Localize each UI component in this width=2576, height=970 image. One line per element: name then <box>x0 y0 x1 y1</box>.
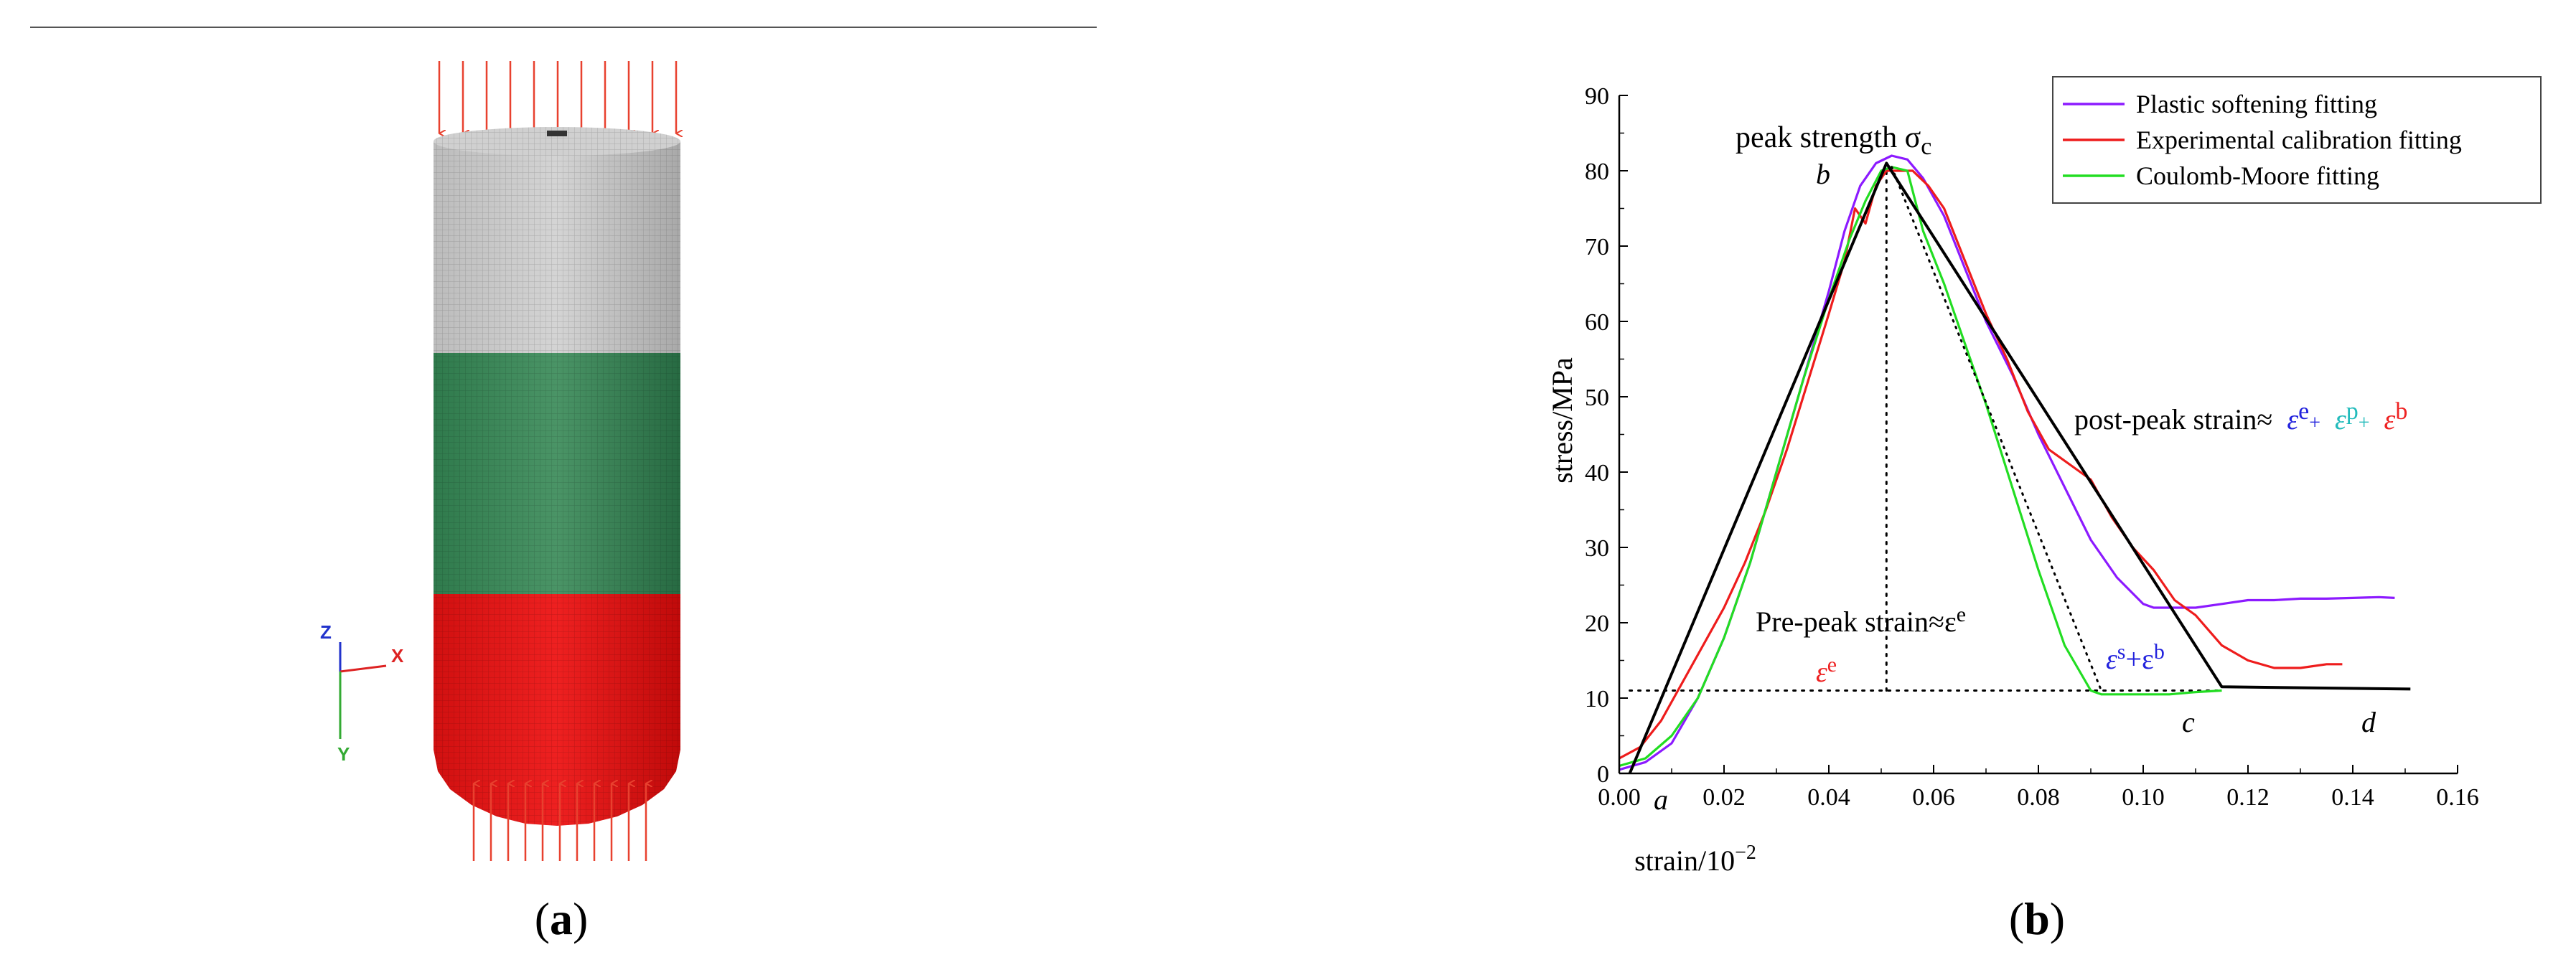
point-c-label: c <box>2182 706 2195 738</box>
y-tick-label: 50 <box>1585 385 1609 411</box>
peak-strength-label: peak strength σc <box>1736 121 1931 160</box>
panel-a: Z X Y (a) <box>30 27 1097 944</box>
x-tick-label: 0.12 <box>2226 784 2270 811</box>
y-tick-label: 20 <box>1585 611 1609 637</box>
series-experimental-calibration-fitting <box>1619 169 2343 760</box>
triad-y-label: Y <box>337 743 350 765</box>
y-tick-label: 40 <box>1585 460 1609 486</box>
legend-entry: Plastic softening fitting <box>2136 90 2377 118</box>
y-tick-label: 90 <box>1585 83 1609 110</box>
x-tick-label: 0.14 <box>2331 784 2374 811</box>
top-load-arrows <box>438 61 676 133</box>
triad-z-label: Z <box>320 621 332 643</box>
point-a-label: a <box>1654 783 1668 816</box>
x-tick-label: 0.08 <box>2017 784 2060 811</box>
point-d-label: d <box>2361 706 2376 738</box>
annotations: peak strength σc a b c d post-peak strai… <box>1654 121 2407 816</box>
axes-triad: Z X Y <box>320 621 404 765</box>
y-axis: 0 10 20 30 40 50 60 70 80 90 <box>1585 83 1628 788</box>
x-tick-label: 0.16 <box>2436 784 2479 811</box>
y-tick-label: 30 <box>1585 535 1609 562</box>
series-schematic-line <box>1628 161 2411 774</box>
legend-entry: Experimental calibration fitting <box>2136 126 2462 154</box>
x-tick-label: 0.02 <box>1702 784 1746 811</box>
x-axis: 0.00 0.02 0.04 0.06 0.08 0.10 0.12 0.14 0.16 <box>1598 765 2479 811</box>
x-tick-label: 0.06 <box>1912 784 1955 811</box>
y-axis-label: stress/MPa <box>1546 357 1578 484</box>
epsilon-e-red-label: εe <box>1816 653 1837 688</box>
y-tick-label: 0 <box>1597 761 1609 788</box>
pre-peak-strain-label: Pre-peak strain≈εe <box>1756 603 1966 638</box>
softening-guide-line <box>1891 166 2103 692</box>
panel-b-caption: (b) <box>2009 893 2065 944</box>
x-tick-label: 0.00 <box>1598 784 1641 811</box>
triad-x-label: X <box>391 645 404 667</box>
epsilon-s-b-label: εs+εb <box>2106 640 2165 675</box>
x-axis-label: strain/10−2 <box>1634 842 1756 877</box>
legend-entry: Coulomb-Moore fitting <box>2136 161 2379 190</box>
y-tick-label: 60 <box>1585 309 1609 336</box>
x-tick-label: 0.04 <box>1807 784 1850 811</box>
y-tick-label: 10 <box>1585 686 1609 712</box>
y-tick-label: 80 <box>1585 159 1609 185</box>
plot-area <box>1619 154 2411 774</box>
legend: Plastic softening fitting Experimental ca… <box>2052 76 2542 204</box>
y-tick-label: 70 <box>1585 234 1609 260</box>
legend-box <box>2052 76 2542 204</box>
panel-a-caption: (a) <box>535 893 589 944</box>
series-coulomb-moore-fitting <box>1619 166 2222 768</box>
series-plastic-softening-fitting <box>1619 154 2395 771</box>
panel-b-chart: 0.00 0.02 0.04 0.06 0.08 0.10 0.12 0.14 0.16 0 10… <box>1546 76 2542 944</box>
cylinder-specimen <box>434 127 680 826</box>
post-peak-strain-label: post-peak strain≈ εe+ εp+ εb <box>2074 398 2407 435</box>
bottom-load-arrows <box>472 783 646 861</box>
point-b-label: b <box>1816 158 1830 190</box>
x-tick-label: 0.10 <box>2122 784 2165 811</box>
